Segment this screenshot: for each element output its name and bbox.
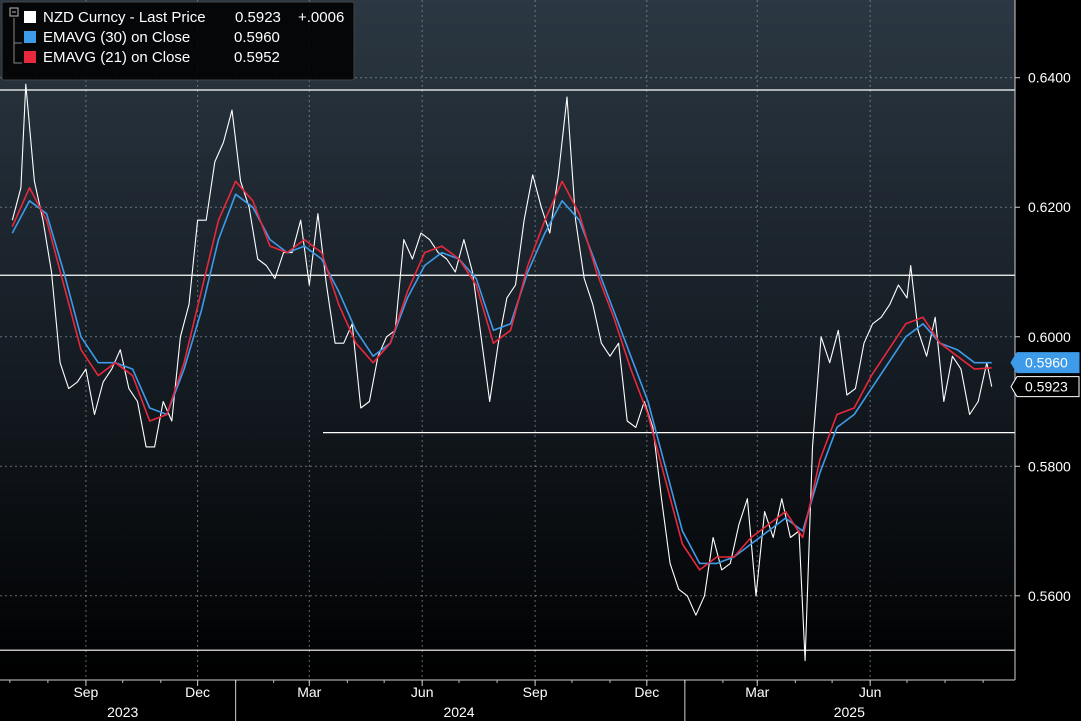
legend-tree-lines <box>13 18 22 64</box>
y-tick-label: 0.6200 <box>1028 199 1071 215</box>
last-value-badge <box>1010 352 1080 374</box>
y-tick-label: 0.6400 <box>1028 70 1071 86</box>
y-ticks: 0.6400 0.6200 0.6000 0.5800 0.5600 <box>1015 70 1071 604</box>
legend-collapse-icon[interactable] <box>9 7 19 17</box>
axes <box>0 0 1016 681</box>
legend-value: 0.5960 <box>234 29 280 46</box>
legend: NZD Curncy - Last Price 0.5923 +.0006 EMAVG… <box>1 1 355 81</box>
legend-box <box>1 1 355 81</box>
plot-background <box>0 0 1015 680</box>
x-year-label: 2025 <box>834 704 865 720</box>
x-year-label: 2023 <box>107 704 138 720</box>
series-line <box>11 193 992 565</box>
x-tick-label: Mar <box>745 684 769 700</box>
legend-change: +.0006 <box>298 9 344 26</box>
y-tick-label: 0.5600 <box>1028 588 1071 604</box>
x-tick-label: Sep <box>73 684 98 700</box>
x-tick-label: Jun <box>411 684 434 700</box>
legend-label: EMAVG (30) on Close <box>43 29 190 46</box>
y-tick-label: 0.5800 <box>1028 458 1071 474</box>
legend-value: 0.5952 <box>234 49 280 66</box>
legend-label: EMAVG (21) on Close <box>43 49 190 66</box>
x-axis-panel <box>0 680 1015 721</box>
last-value-badge-label: 0.5960 <box>1025 355 1068 371</box>
x-tick-label: Sep <box>523 684 548 700</box>
legend-swatch <box>24 11 36 23</box>
series-line <box>11 180 992 571</box>
legend-swatch <box>24 51 36 63</box>
legend-swatch <box>24 31 36 43</box>
last-value-badge-label: 0.5923 <box>1025 379 1068 395</box>
reference-lines <box>0 89 1015 651</box>
x-ticks: Sep Dec Mar Jun Sep Dec Mar Jun 2023 2024 2025 <box>9 680 984 721</box>
y-tick-label: 0.6000 <box>1028 329 1071 345</box>
x-tick-label: Dec <box>634 684 659 700</box>
series-lines <box>11 83 993 662</box>
legend-label: NZD Curncy - Last Price <box>43 9 206 26</box>
x-tick-label: Dec <box>185 684 210 700</box>
x-tick-label: Mar <box>297 684 321 700</box>
x-tick-label: Jun <box>859 684 882 700</box>
last-value-badges: 0.5960 0.5923 <box>1010 352 1080 398</box>
legend-value: 0.5923 <box>235 9 281 26</box>
x-year-label: 2024 <box>443 704 474 720</box>
grid-lines <box>0 0 1015 680</box>
last-value-badge <box>1010 376 1080 398</box>
